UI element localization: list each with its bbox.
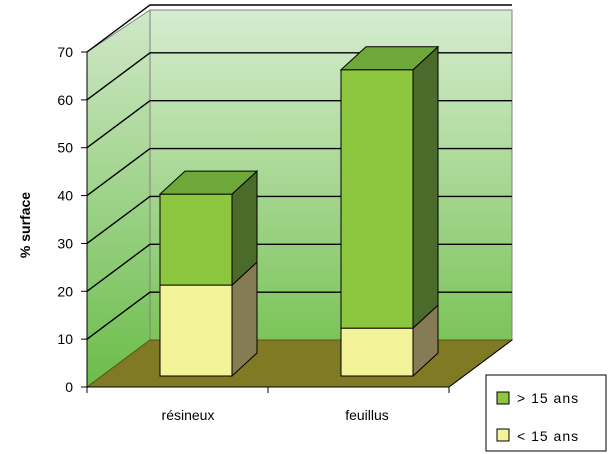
y-ticks: 0 10 20 30 40 50 60 70: [57, 44, 87, 395]
x-tick-label: feuillus: [345, 407, 389, 423]
bar-front: [340, 327, 414, 377]
bar-side: [412, 45, 439, 330]
y-axis-label: % surface: [17, 192, 33, 258]
bar-front: [159, 193, 233, 286]
bar-segment: [340, 304, 439, 378]
y-tick-label: 20: [57, 283, 73, 299]
x-tick-labels: résineux feuillus: [162, 407, 389, 423]
side-wall: [86, 9, 151, 388]
y-tick-label: 0: [65, 379, 73, 395]
bars: [158, 45, 440, 378]
x-axis: [86, 339, 513, 393]
x-tick-label: résineux: [162, 407, 215, 423]
y-tick-label: 70: [57, 44, 73, 60]
bar-segment: [339, 45, 440, 330]
legend-label-younger: < 15 ans: [517, 428, 579, 444]
legend-label-older: > 15 ans: [517, 390, 579, 406]
y-tick-label: 60: [57, 92, 73, 108]
gridline: [86, 4, 512, 53]
bar-top: [158, 170, 259, 195]
bar-top: [339, 46, 440, 71]
legend-swatch-older: [496, 391, 510, 405]
floor: [85, 339, 514, 388]
bar-segment: [158, 170, 259, 287]
y-tick-label: 40: [57, 188, 73, 204]
bar-front: [340, 69, 414, 329]
y-tick-label: 50: [57, 140, 73, 156]
legend-swatch-younger: [496, 428, 510, 442]
legend: > 15 ans < 15 ans: [485, 374, 607, 452]
bar-front: [159, 284, 233, 377]
y-tick-label: 10: [57, 331, 73, 347]
y-tick-label: 30: [57, 235, 73, 251]
bar-segment: [159, 260, 258, 378]
